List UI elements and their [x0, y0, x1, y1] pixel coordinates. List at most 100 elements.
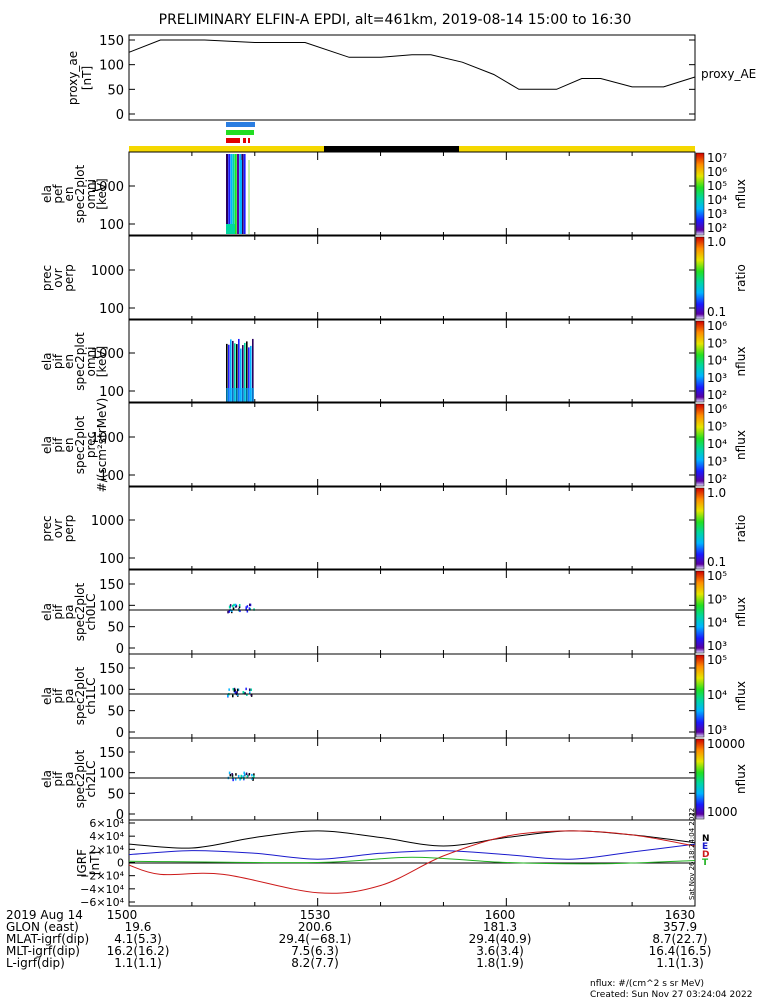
y-tick-label: 0: [116, 808, 124, 823]
panel-ylabel-line: ela: [40, 603, 54, 621]
spectrogram-column: [242, 345, 244, 402]
pa-speckle: [232, 778, 234, 782]
figure-title: PRELIMINARY ELFIN-A EPDI, alt=461km, 201…: [159, 12, 632, 28]
panel-ylabel-line: prec: [40, 265, 54, 291]
panel-ylabel-line: perp: [62, 264, 76, 292]
panel-ylabel-line: ela: [40, 687, 54, 705]
panel-content: [227, 687, 253, 698]
xaxis-row-value: 3.6(3.4): [476, 944, 524, 958]
pa-speckle: [253, 775, 255, 778]
panel-ylabel-line: prec: [40, 515, 54, 541]
pa-speckle: [248, 688, 251, 691]
panel-content: [226, 154, 250, 234]
igrf-tick-label: 6×10⁴: [89, 817, 124, 830]
panel-ylabel-line: ovr: [51, 519, 65, 538]
igrf-tick-label: −2×10⁴: [80, 870, 124, 883]
pa-speckle: [251, 777, 253, 780]
panel-ylabel-line: perp: [62, 515, 76, 543]
xaxis-row-value: 1.1(1.1): [114, 956, 162, 970]
panel-content: [227, 771, 255, 782]
colorbar-tick-label: 10000: [707, 737, 745, 751]
xaxis-row-value: 8.7(22.7): [652, 932, 707, 946]
footer-units: nflux: #/(cm^2 s sr MeV): [590, 979, 704, 989]
pa-speckle: [246, 775, 249, 778]
pa-speckle: [228, 610, 231, 613]
proxy-ae-legend: proxy_AE: [701, 67, 756, 81]
panel-frame: [128, 151, 696, 237]
panel-frame: [128, 653, 696, 739]
pa-speckle: [248, 773, 251, 776]
y-tick-label: 100: [99, 552, 124, 567]
xaxis-row-value: 7.5(6.3): [291, 944, 339, 958]
pa-speckle: [253, 773, 255, 776]
spectrogram-column: [230, 154, 233, 234]
pa-speckle: [229, 604, 232, 607]
pa-speckle: [236, 688, 239, 692]
spectrogram-column: [236, 344, 238, 402]
colorbar-tick-label: 0.1: [707, 305, 726, 319]
sunlit-segment-1: [129, 146, 324, 152]
y-tick-label: 100: [99, 385, 124, 400]
igrf-tick-label: −6×10⁴: [80, 896, 124, 909]
coverage-bar-red: [226, 138, 240, 143]
igrf-ylabel-1: IGRF: [75, 849, 89, 877]
pa-speckle: [236, 693, 239, 696]
colorbar-tick-label: 10⁴: [707, 688, 727, 702]
pa-speckle: [240, 774, 243, 778]
igrf-ylabel-2: [nT]: [88, 851, 102, 875]
xaxis-row-value: 357.9: [663, 920, 697, 934]
colorbar-tick-label: 10²: [707, 472, 727, 486]
panel-ylabel-line: spec2plot: [73, 332, 87, 391]
colorbar-tick-label: 10³: [707, 207, 727, 221]
colorbars: 10²10³10⁴10⁵10⁶10⁷nflux0.11.0ratio10²10³…: [695, 151, 748, 820]
igrf-legend-E: E: [702, 842, 708, 852]
igrf-tick-label: 4×10⁴: [89, 830, 124, 843]
xaxis-row-value: 8.2(7.7): [291, 956, 339, 970]
sunlit-segment-2: [459, 146, 695, 152]
colorbar-tick-label: 1.0: [707, 486, 726, 500]
panel-frame: [128, 569, 696, 655]
proxy-ae-ylabel-2: [nT]: [80, 66, 94, 90]
spectrogram-column: [248, 347, 250, 402]
panel-ylabel-line: ela: [40, 770, 54, 788]
panel-ylabel-line: ch1LC: [84, 678, 98, 715]
spectrogram-column: [243, 154, 246, 234]
panel-ylabel-line: ch2LC: [84, 761, 98, 798]
panel-content: [227, 603, 255, 614]
panel-frame: [128, 737, 696, 821]
colorbar-tick-label: 10⁴: [707, 437, 727, 451]
y-tick-label: 1000: [91, 431, 124, 446]
spectrogram-column: [246, 341, 248, 402]
coverage-bar-red-3: [248, 138, 250, 143]
xaxis-time-tick: 1600: [485, 908, 516, 922]
panel-ylabel-line: ela: [40, 436, 54, 454]
colorbar-ela_pif_pa_spec2plot_ch1LC: [695, 654, 705, 738]
xaxis-row-value: 16.4(16.5): [649, 944, 712, 958]
spectrogram-column: [226, 343, 228, 402]
panel-ela_pif_en_spec2plot_prec: 100 1000 elapifenspec2plotprec#/(scm²strMe…: [40, 398, 696, 492]
spectrogram-column: [232, 154, 235, 234]
footer-created: Created: Sun Nov 27 03:24:04 2022: [590, 990, 752, 1000]
y-tick-label: 50: [107, 787, 124, 802]
spectrogram-column: [237, 154, 239, 234]
panel-ylabel-line: prec: [84, 432, 98, 458]
y-tick-label: 100: [99, 218, 124, 233]
pa-speckle: [251, 773, 253, 777]
colorbar-tick-label: 10⁶: [707, 165, 727, 179]
panel-content: [226, 338, 254, 402]
colorbar-tick-label: 1000: [707, 805, 738, 819]
colorbar-ela_pif_pa_spec2plot_ch2LC: [695, 738, 705, 820]
xaxis-row-label: GLON (east): [6, 920, 79, 934]
colorbar-tick-label: 10⁴: [707, 354, 727, 368]
igrf-series-D: [128, 830, 696, 894]
xaxis-time-tick: 1500: [107, 908, 138, 922]
pa-speckle: [231, 604, 234, 608]
xaxis-row-label: L-igrf(dip): [6, 956, 65, 970]
xaxis-date-label: 2019 Aug 14: [6, 908, 83, 922]
panel-ylabel-line: spec2plot: [73, 164, 87, 223]
